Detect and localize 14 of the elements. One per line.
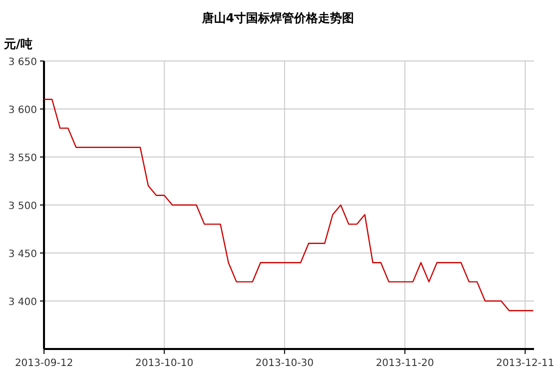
x-tick-label: 2013-09-12 (14, 358, 74, 369)
y-tick-label: 3 550 (8, 153, 37, 164)
line-series (43, 98, 534, 312)
x-tick-label: 2013-10-10 (135, 358, 194, 369)
y-tick-label: 3 600 (8, 105, 37, 116)
y-tick-label: 3 500 (8, 201, 37, 212)
y-axis-title: 元/吨 (3, 37, 32, 51)
x-tick-label: 2013-11-20 (376, 358, 434, 369)
y-tick-label: 3 400 (8, 297, 37, 308)
chart-title: 唐山4寸国标焊管价格走势图 (200, 11, 354, 25)
x-tick-label: 2013-12-11 (496, 358, 554, 369)
y-tick-label: 3 650 (8, 57, 37, 68)
y-tick-label: 3 450 (8, 249, 37, 260)
x-tick-label: 2013-10-30 (256, 358, 314, 369)
